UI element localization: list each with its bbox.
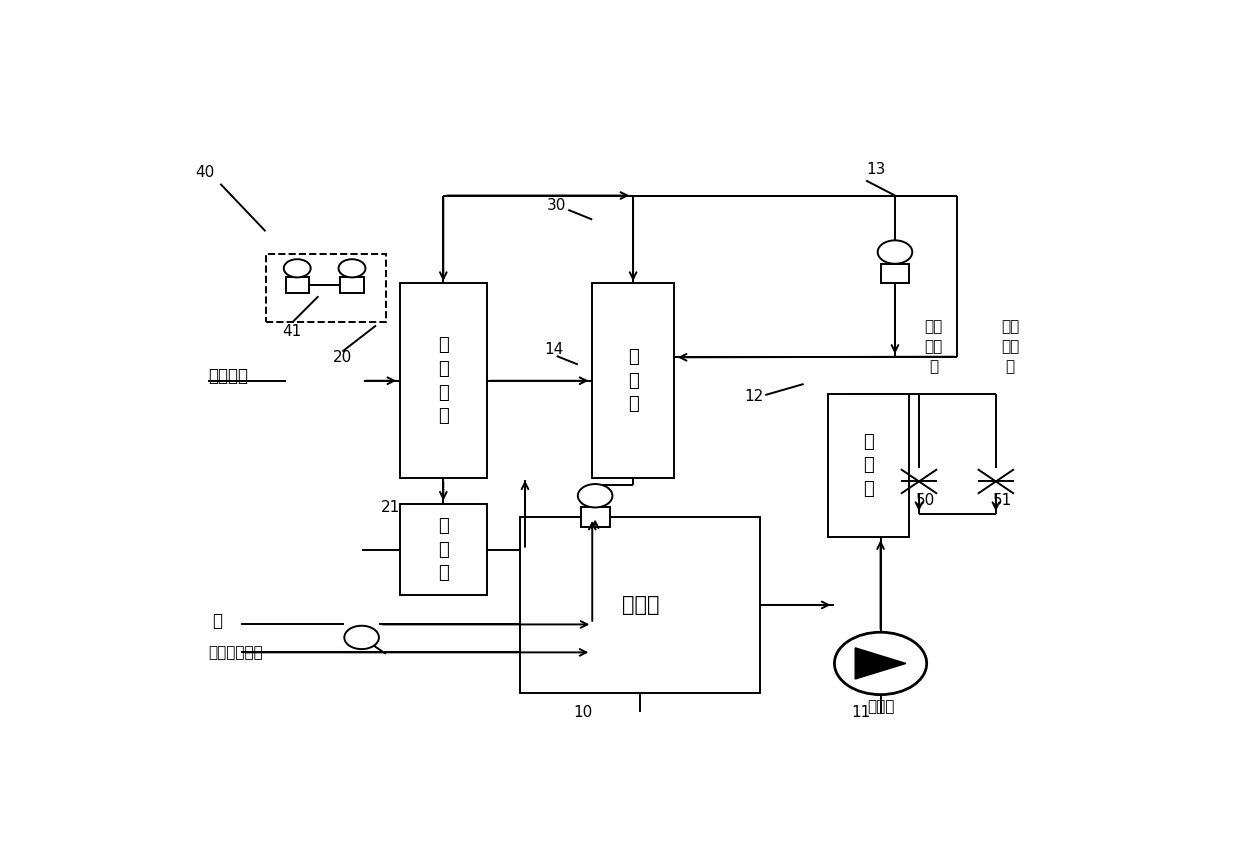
- Bar: [265, 254, 386, 322]
- Bar: [285, 278, 309, 293]
- Circle shape: [835, 632, 926, 695]
- Text: 50: 50: [916, 494, 935, 508]
- Text: 20: 20: [332, 350, 352, 365]
- Text: 30: 30: [547, 197, 567, 213]
- Text: 循环槽: 循环槽: [621, 595, 658, 615]
- Bar: [341, 278, 363, 293]
- Polygon shape: [856, 648, 906, 679]
- Bar: [521, 517, 760, 693]
- Text: 51: 51: [993, 494, 1012, 508]
- Text: 盐酸尾气: 盐酸尾气: [208, 366, 248, 385]
- Circle shape: [284, 259, 311, 278]
- Text: 11: 11: [852, 705, 870, 720]
- Text: 去生
产盐
酸: 去生 产盐 酸: [924, 320, 942, 374]
- Circle shape: [339, 259, 366, 278]
- Bar: [880, 263, 909, 284]
- Text: 水: 水: [213, 612, 223, 630]
- Text: 12: 12: [744, 389, 764, 404]
- Text: 吸
收
塔: 吸 收 塔: [627, 348, 639, 414]
- Text: 循环泵: 循环泵: [867, 700, 894, 715]
- Bar: [580, 507, 610, 527]
- Text: 40: 40: [196, 165, 215, 181]
- Bar: [401, 504, 486, 595]
- Bar: [401, 284, 486, 479]
- Circle shape: [345, 625, 379, 649]
- Text: 14: 14: [544, 342, 563, 357]
- Circle shape: [578, 484, 613, 507]
- Text: 水
贲
射
泵: 水 贲 射 泵: [438, 336, 449, 425]
- Text: 13: 13: [866, 162, 885, 177]
- Text: 分
离
罐: 分 离 罐: [438, 517, 449, 582]
- Bar: [828, 393, 909, 537]
- Text: 换
热
器: 换 热 器: [863, 433, 874, 498]
- Text: 10: 10: [573, 705, 593, 720]
- Bar: [593, 284, 675, 479]
- Circle shape: [878, 241, 913, 263]
- Text: 去生
产次
钠: 去生 产次 钠: [1001, 320, 1019, 374]
- Text: 41: 41: [281, 324, 301, 339]
- Text: 21: 21: [381, 500, 401, 515]
- Text: 氢氧化钠液液: 氢氧化钠液液: [208, 645, 263, 660]
